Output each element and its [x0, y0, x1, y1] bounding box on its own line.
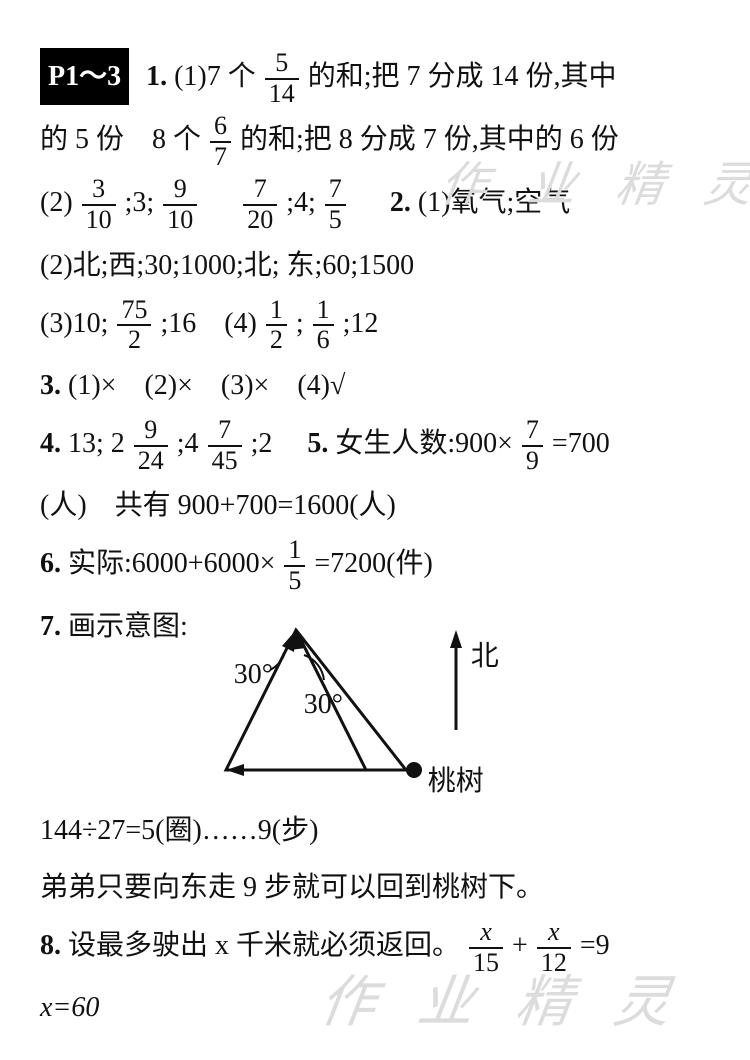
t: 13; 2	[68, 428, 125, 459]
q3-num: 3.	[40, 370, 61, 401]
triangle-diagram: 30° 30° 北 桃树	[196, 600, 496, 800]
frac-x-12: x12	[537, 918, 571, 977]
t: ;3;	[125, 187, 155, 218]
t	[355, 187, 383, 218]
angle1-label: 30°	[234, 648, 273, 701]
frac-9-24: 924	[134, 416, 168, 475]
frac-1-5: 15	[284, 536, 305, 595]
t: ;4	[177, 428, 199, 459]
t: 的和;把 7 分成 14 份,其中	[308, 61, 617, 92]
t: (2)	[40, 187, 73, 218]
t: =9	[580, 930, 610, 961]
frac-3-10: 310	[82, 175, 116, 234]
line-2: 的 5 份 8 个 67 的和;把 8 分成 7 份,其中的 6 份	[40, 112, 710, 171]
line-7: 4. 13; 2 924 ;4 745 ;2 5. 女生人数:900× 79 =…	[40, 416, 710, 475]
answer-content: P1～3 1. (1)7 个 514 的和;把 7 分成 14 份,其中 的 5…	[0, 0, 750, 1034]
frac-1-2: 12	[266, 296, 287, 355]
q4-num: 4.	[40, 428, 61, 459]
q2-num: 2.	[390, 187, 411, 218]
t: 女生人数:900×	[335, 428, 513, 459]
line-12: 弟弟只要向东走 9 步就可以回到桃树下。	[40, 861, 710, 914]
line-13: 8. 设最多驶出 x 千米就必须返回。 x15 + x12 =9	[40, 918, 710, 977]
t: ;2	[251, 428, 301, 459]
t: 实际:6000+6000×	[68, 549, 275, 580]
q5-num: 5.	[307, 428, 328, 459]
t: (1)× (2)× (3)× (4)√	[68, 370, 345, 401]
peach-label: 桃树	[428, 755, 484, 808]
q1-num: 1.	[146, 61, 167, 92]
t: =7200(件)	[314, 549, 432, 580]
t: +	[512, 930, 528, 961]
frac-7-9: 79	[522, 416, 543, 475]
line-9: 6. 实际:6000+6000× 15 =7200(件)	[40, 536, 710, 595]
t: ;	[296, 308, 304, 339]
frac-7-45: 745	[208, 416, 242, 475]
frac-5-14: 514	[265, 49, 299, 108]
t: 的 5 份 8 个	[40, 124, 201, 155]
t: ;12	[343, 308, 379, 339]
frac-7-5: 75	[325, 175, 346, 234]
frac-7-20: 720	[243, 175, 277, 234]
line-3: (2) 310 ;3; 910 720 ;4; 75 2. (1)氧气;空气	[40, 175, 710, 234]
t: (1)7 个	[174, 61, 256, 92]
t: (3)10;	[40, 308, 108, 339]
t	[206, 187, 234, 218]
frac-1-6: 16	[313, 296, 334, 355]
t: 画示意图:	[68, 611, 188, 642]
frac-9-10: 910	[163, 175, 197, 234]
frac-75-2: 752	[117, 296, 151, 355]
t: =700	[552, 428, 610, 459]
north-label: 北	[471, 630, 499, 683]
t: 设最多驶出 x 千米就必须返回。	[68, 930, 460, 961]
frac-x-15: x15	[469, 918, 503, 977]
line-11: 144÷27=5(圈)……9(步)	[40, 804, 710, 857]
t: (1)氧气;空气	[418, 187, 570, 218]
t: ;4;	[286, 187, 316, 218]
q7-num: 7.	[40, 611, 61, 642]
line-8: (人) 共有 900+700=1600(人)	[40, 479, 710, 532]
line-4: (2)北;西;30;1000;北; 东;60;1500	[40, 239, 710, 292]
line-14: x=60	[40, 981, 710, 1034]
t: 的和;把 8 分成 7 份,其中的 6 份	[240, 124, 619, 155]
t: ;16 (4)	[160, 308, 256, 339]
line-6: 3. (1)× (2)× (3)× (4)√	[40, 359, 710, 412]
frac-6-7: 67	[210, 112, 231, 171]
page-badge: P1～3	[40, 48, 129, 105]
line-5: (3)10; 752 ;16 (4) 12 ; 16 ;12	[40, 296, 710, 355]
line-10: 7. 画示意图:	[40, 600, 710, 800]
q8-num: 8.	[40, 930, 61, 961]
q6-num: 6.	[40, 549, 61, 580]
angle2-label: 30°	[304, 678, 343, 731]
line-1: P1～3 1. (1)7 个 514 的和;把 7 分成 14 份,其中	[40, 48, 710, 108]
